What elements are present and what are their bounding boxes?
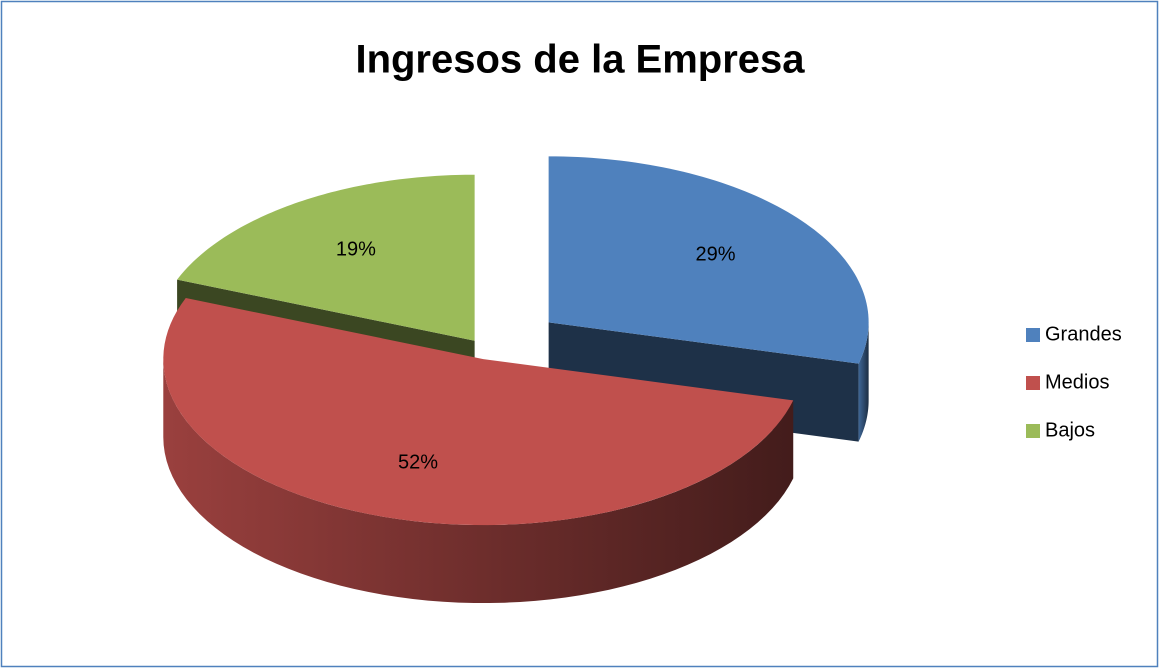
data-label: 29%: [695, 243, 735, 265]
legend-label: Grandes: [1045, 323, 1122, 345]
legend-label: Bajos: [1045, 419, 1095, 441]
chart-title: Ingresos de la Empresa: [355, 38, 805, 82]
legend-label: Medios: [1045, 371, 1109, 393]
slice-wall: [163, 359, 794, 604]
legend-swatch: [1026, 328, 1040, 342]
slice: [163, 297, 794, 526]
slice-wall: [858, 322, 869, 442]
data-label: 19%: [336, 238, 376, 260]
slice: [177, 174, 475, 341]
legend-swatch: [1026, 376, 1040, 390]
slice: [548, 156, 869, 364]
legend-swatch: [1026, 424, 1040, 438]
data-label: 52%: [398, 452, 438, 474]
